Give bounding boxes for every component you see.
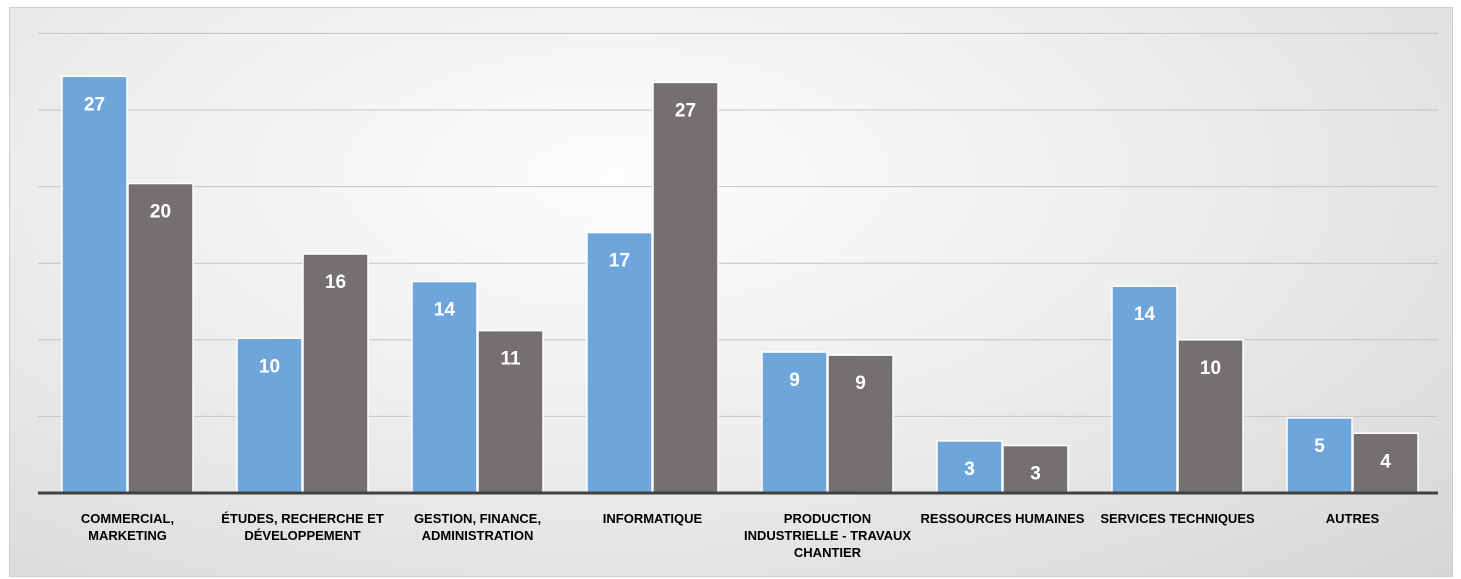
bar-series-1-3	[411, 280, 478, 494]
category-label-1: COMMERCIAL, MARKETING	[80, 511, 175, 543]
data-label-series-2-2: 16	[325, 272, 346, 293]
data-label-series-1-4: 17	[609, 251, 630, 272]
category-label-3: GESTION, FINANCE, ADMINISTRATION	[413, 511, 542, 543]
bar-series-2-4	[652, 81, 719, 494]
category-label-5: PRODUCTION INDUSTRIELLE - TRAVAUX CHANTI…	[743, 511, 912, 560]
bar-series-2-8	[1352, 432, 1419, 494]
bar-series-2-5	[827, 354, 894, 494]
bar-series-1-1	[61, 75, 128, 494]
data-label-series-1-8: 5	[1314, 436, 1325, 457]
data-label-series-1-1: 27	[84, 94, 105, 115]
bar-series-2-1	[127, 182, 194, 494]
data-label-series-2-7: 10	[1200, 358, 1221, 379]
data-label-series-1-2: 10	[259, 356, 280, 377]
data-label-series-2-4: 27	[675, 100, 696, 121]
category-label-4: INFORMATIQUE	[602, 511, 703, 526]
category-label-7: SERVICES TECHNIQUES	[1100, 511, 1255, 526]
bar-series-1-6	[936, 440, 1003, 494]
data-label-series-2-5: 9	[855, 373, 866, 394]
data-label-series-1-7: 14	[1134, 304, 1156, 325]
category-label-6: RESSOURCES HUMAINES	[920, 511, 1085, 526]
category-label-2: ÉTUDES, RECHERCHE ET DÉVELOPPEMENT	[221, 511, 384, 543]
bar-series-1-4	[586, 231, 653, 494]
bar-series-2-7	[1177, 339, 1244, 494]
data-label-series-2-1: 20	[150, 202, 171, 223]
data-label-series-2-6: 3	[1030, 464, 1041, 485]
data-label-series-1-3: 14	[434, 300, 456, 321]
category-label-8: AUTRES	[1325, 511, 1380, 526]
data-label-series-1-6: 3	[964, 459, 975, 480]
data-label-series-2-8: 4	[1380, 451, 1391, 472]
bar-series-1-5	[761, 351, 828, 494]
data-label-series-2-3: 11	[500, 349, 521, 370]
data-label-series-1-5: 9	[789, 370, 800, 391]
bar-series-1-2	[236, 337, 303, 494]
bar-series-1-8	[1286, 417, 1353, 494]
bar-series-2-2	[302, 253, 369, 494]
bar-series-1-7	[1111, 285, 1178, 494]
